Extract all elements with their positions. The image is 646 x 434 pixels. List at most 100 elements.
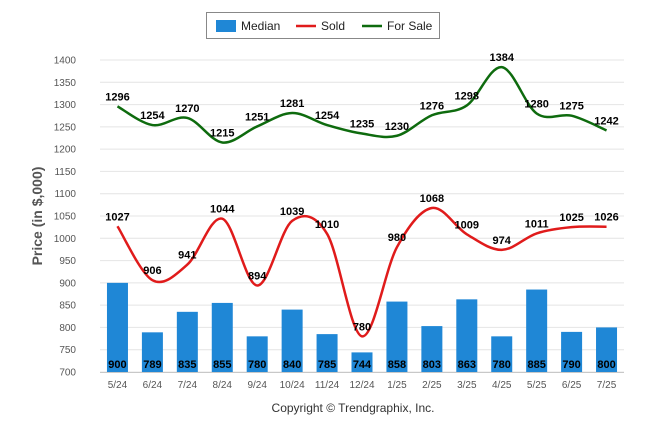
- for-sale-data-label: 1384: [489, 52, 514, 64]
- x-tick-label: 1/25: [387, 380, 407, 391]
- x-tick-label: 3/25: [457, 380, 477, 391]
- sold-data-label: 1010: [315, 219, 339, 231]
- median-bar-label: 863: [458, 359, 476, 371]
- sold-legend-label: Sold: [321, 19, 345, 33]
- x-tick-label: 5/24: [108, 380, 128, 391]
- y-axis-label: Price (in $,000): [29, 167, 45, 266]
- x-tick-label: 4/25: [492, 380, 512, 391]
- y-tick-label: 1300: [54, 100, 77, 111]
- sold-data-label: 941: [178, 250, 196, 262]
- sold-data-label: 1039: [280, 206, 304, 218]
- sold-data-label: 1025: [559, 212, 583, 224]
- median-bar-label: 858: [388, 359, 406, 371]
- median-bar: [561, 331, 583, 372]
- median-bar: [176, 311, 198, 372]
- x-tick-label: 10/24: [280, 380, 305, 391]
- y-tick-label: 1050: [54, 212, 77, 223]
- for-sale-data-label: 1235: [350, 119, 374, 131]
- x-tick-label: 7/24: [178, 380, 198, 391]
- median-bar-label: 885: [527, 359, 545, 371]
- y-tick-label: 1200: [54, 145, 77, 156]
- median-bar: [246, 336, 268, 372]
- median-bar: [386, 301, 408, 372]
- trend-lines: [116, 65, 608, 338]
- median-bar: [596, 327, 618, 372]
- median-bar-label: 785: [318, 359, 336, 371]
- y-tick-label: 1250: [54, 122, 77, 133]
- median-bar-label: 835: [178, 359, 196, 371]
- median-bar-label: 800: [597, 359, 615, 371]
- y-tick-label: 700: [59, 368, 76, 379]
- for-sale-data-label: 1298: [455, 90, 479, 102]
- x-axis-ticks: 5/24 6/24 7/24 8/24 9/24 10/24 11/24 12/24 1/25 2…: [108, 380, 617, 391]
- median-bar: [211, 302, 233, 372]
- sold-data-label: 980: [388, 232, 406, 244]
- median-bar: [316, 334, 338, 372]
- x-tick-label: 7/25: [597, 380, 617, 391]
- median-bar: [281, 309, 303, 372]
- for-sale-data-label: 1275: [559, 101, 583, 113]
- median-bar-label: 840: [283, 359, 301, 371]
- median-legend-swatch: [216, 20, 236, 32]
- for-sale-data-label: 1254: [140, 110, 165, 122]
- sold-data-label: 1027: [105, 211, 129, 223]
- x-tick-label: 2/25: [422, 380, 442, 391]
- y-tick-label: 1350: [54, 78, 77, 89]
- for-sale-data-label: 1251: [245, 111, 269, 123]
- sold-data-label: 1011: [525, 218, 549, 230]
- median-bar-label: 789: [143, 359, 161, 371]
- sold-data-label: 906: [143, 265, 161, 277]
- for-sale-data-label: 1254: [315, 110, 340, 122]
- sold-data-label: 780: [353, 321, 371, 333]
- data-labels: 900 789 835 855 780 840 785 744 858 803 863 780 885 7…: [105, 52, 619, 371]
- for-sale-data-label: 1215: [210, 127, 234, 139]
- for-sale-data-label: 1296: [105, 91, 129, 103]
- copyright-credit: Copyright © Trendgraphix, Inc.: [272, 401, 435, 415]
- median-bars: [106, 282, 618, 372]
- for-sale-data-label: 1230: [385, 121, 409, 133]
- median-bar: [456, 299, 478, 372]
- grid-lines: [100, 59, 624, 373]
- median-bar: [491, 336, 513, 372]
- sold-data-label: 1009: [455, 219, 479, 231]
- median-bar-label: 780: [493, 359, 511, 371]
- median-bar-label: 780: [248, 359, 266, 371]
- x-tick-label: 9/24: [247, 380, 267, 391]
- median-bar: [106, 282, 128, 372]
- x-tick-label: 11/24: [315, 380, 340, 391]
- median-legend-label: Median: [241, 19, 280, 33]
- sold-line: [116, 206, 607, 338]
- y-tick-label: 800: [59, 323, 76, 334]
- y-tick-label: 1400: [54, 56, 77, 67]
- for-sale-data-label: 1242: [594, 115, 618, 127]
- sold-data-label: 1044: [210, 204, 235, 216]
- for-sale-data-label: 1276: [420, 100, 444, 112]
- for-sale-data-label: 1280: [524, 98, 548, 110]
- sold-data-label: 1026: [594, 212, 618, 224]
- for-sale-line: [116, 65, 608, 144]
- median-bar: [351, 352, 373, 372]
- median-bar-label: 744: [353, 359, 372, 371]
- x-tick-label: 12/24: [349, 380, 374, 391]
- y-tick-label: 750: [59, 345, 76, 356]
- for-sale-data-label: 1281: [280, 98, 304, 110]
- median-bar: [141, 332, 163, 372]
- x-tick-label: 5/25: [527, 380, 547, 391]
- y-axis-ticks: 700 750 800 850 900 950 1000 1050 1100 1150 1200 12…: [54, 56, 77, 379]
- median-bar-label: 803: [423, 359, 441, 371]
- legend-box: [206, 12, 440, 39]
- sold-data-label: 974: [493, 235, 512, 247]
- median-bar: [526, 289, 548, 372]
- for-sale-legend-label: For Sale: [387, 19, 433, 33]
- median-bar: [421, 326, 443, 372]
- sold-data-label: 1068: [420, 193, 444, 205]
- median-bar-label: 900: [108, 359, 126, 371]
- y-tick-label: 1150: [54, 167, 76, 178]
- sold-data-label: 894: [248, 271, 267, 283]
- x-tick-label: 8/24: [213, 380, 233, 391]
- x-tick-label: 6/24: [143, 380, 163, 391]
- median-bar-label: 855: [213, 359, 231, 371]
- y-tick-label: 900: [59, 278, 76, 289]
- y-tick-label: 950: [59, 256, 76, 267]
